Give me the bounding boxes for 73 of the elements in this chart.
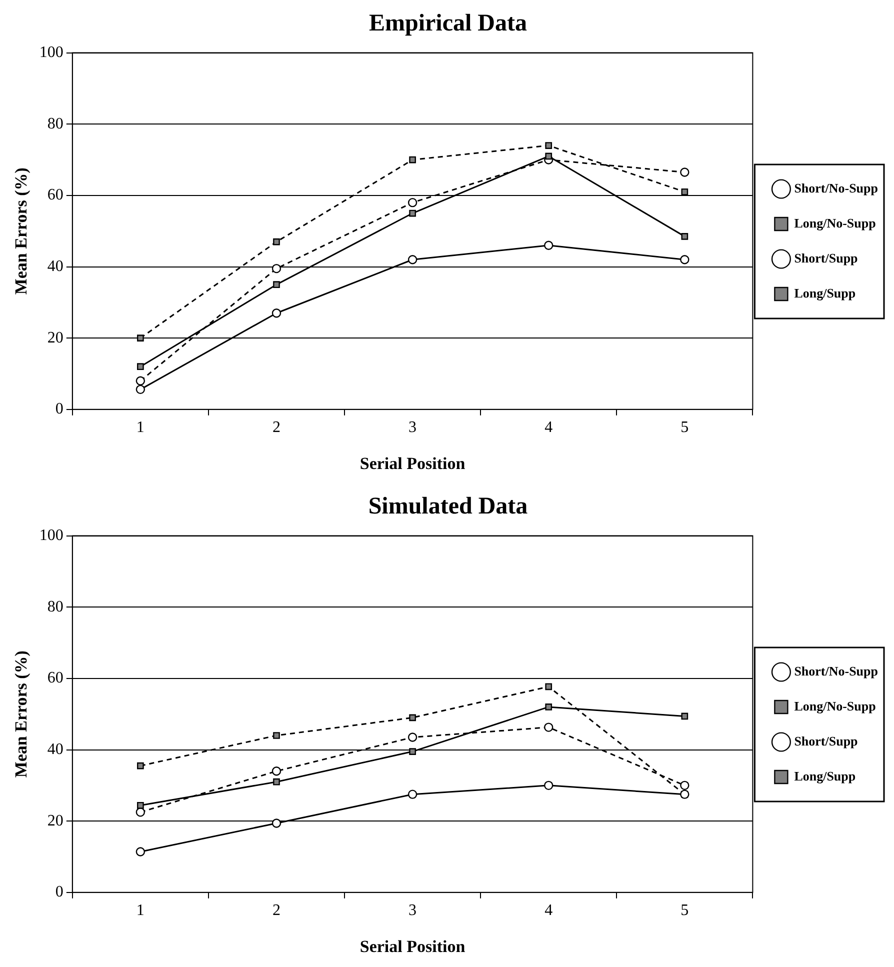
point [408, 198, 418, 208]
point [272, 818, 282, 828]
x-tick-label: 4 [544, 902, 553, 920]
point [544, 240, 554, 250]
legend-label: Short/Supp [794, 733, 858, 748]
point [681, 233, 688, 240]
legend-label: Short/No-Supp [794, 663, 878, 678]
point [680, 168, 690, 177]
y-tick-label: 60 [47, 186, 64, 204]
y-tick-label: 60 [47, 670, 64, 687]
point [273, 732, 280, 739]
legend-label: Long/No-Supp [794, 215, 876, 230]
point [272, 264, 282, 274]
y-tick-label: 0 [55, 400, 64, 418]
legend-label: Short/Supp [794, 250, 858, 266]
x-tick-label: 1 [136, 419, 144, 436]
point [272, 308, 282, 318]
y-tick-label: 40 [47, 258, 64, 275]
y-tick-label: 0 [55, 884, 64, 901]
point [136, 808, 146, 817]
point [136, 847, 146, 856]
point [409, 210, 416, 217]
point [681, 712, 688, 720]
point [137, 802, 144, 809]
point [408, 790, 418, 799]
point [136, 376, 146, 386]
point [273, 778, 280, 786]
x-axis-title: Serial Position [360, 454, 466, 474]
point [681, 188, 688, 196]
x-axis-title: Serial Position [360, 937, 466, 956]
point [680, 780, 690, 790]
point [544, 780, 554, 790]
x-tick-label: 1 [136, 902, 144, 920]
point [273, 238, 280, 246]
point [137, 762, 144, 770]
x-tick-label: 5 [680, 419, 689, 436]
point [680, 255, 690, 264]
point [272, 766, 282, 776]
y-tick-label: 20 [47, 812, 64, 830]
y-tick-label: 80 [47, 115, 64, 132]
x-tick-label: 3 [408, 419, 417, 436]
point [409, 156, 416, 164]
legend-label: Short/No-Supp [794, 180, 878, 196]
legend-label: Long/Supp [794, 285, 856, 300]
point [408, 732, 418, 742]
point [545, 704, 552, 710]
x-tick-label: 2 [272, 902, 280, 920]
y-tick-label: 20 [47, 329, 64, 346]
point [544, 722, 554, 732]
chart-title: Simulated Data [368, 494, 528, 520]
chart-title: Empirical Data [369, 10, 527, 37]
point [409, 714, 416, 722]
x-tick-label: 5 [680, 902, 689, 920]
point [136, 384, 146, 394]
point [408, 255, 418, 264]
point [273, 281, 280, 288]
y-tick-label: 80 [47, 598, 64, 616]
point [545, 142, 552, 149]
point [545, 152, 552, 160]
x-tick-label: 3 [408, 902, 417, 920]
y-axis-title: Mean Errors (%) [12, 650, 31, 778]
point [137, 334, 144, 342]
y-axis-title: Mean Errors (%) [12, 168, 31, 295]
legend-label: Long/No-Supp [794, 698, 876, 714]
y-tick-label: 100 [39, 527, 64, 544]
y-tick-label: 100 [39, 44, 64, 62]
legend-label: Long/Supp [794, 768, 856, 784]
point [409, 748, 416, 755]
y-tick-label: 40 [47, 740, 64, 758]
point [137, 363, 144, 370]
x-tick-label: 4 [544, 419, 553, 436]
x-tick-label: 2 [272, 419, 280, 436]
point [545, 683, 552, 690]
